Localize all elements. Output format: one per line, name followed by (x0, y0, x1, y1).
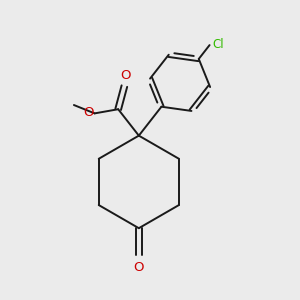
Text: O: O (134, 261, 144, 274)
Text: Cl: Cl (212, 38, 224, 51)
Text: O: O (120, 69, 130, 82)
Text: O: O (83, 106, 94, 119)
